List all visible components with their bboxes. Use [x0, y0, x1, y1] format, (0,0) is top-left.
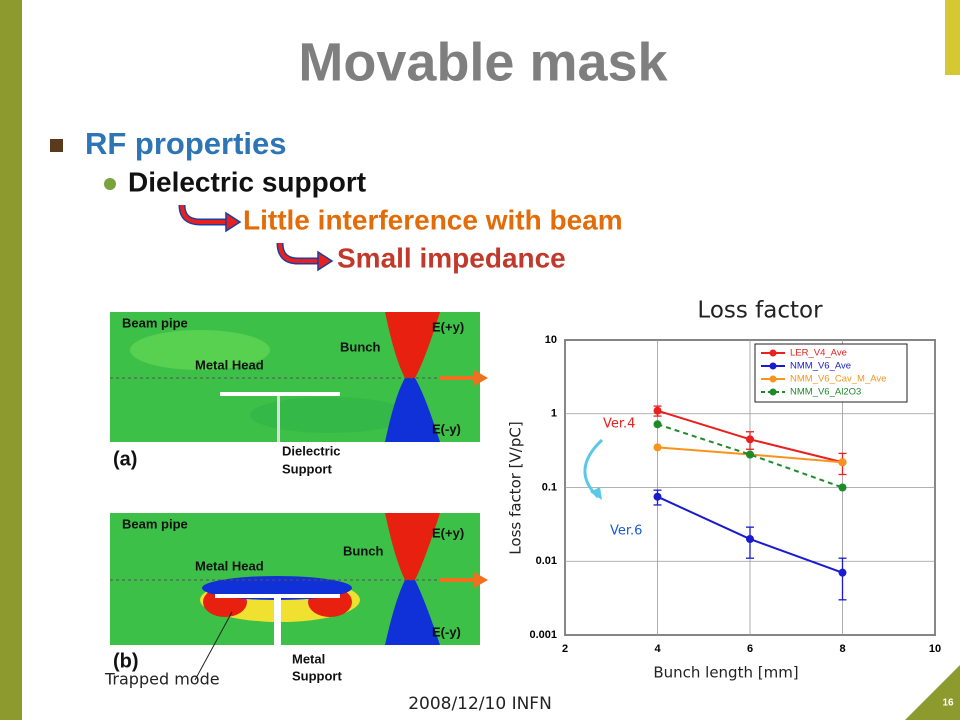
label: E(+y) [432, 525, 464, 540]
annotation-arrow-head [590, 487, 602, 500]
label: E(-y) [432, 624, 461, 639]
data-point [746, 450, 754, 459]
chart-title: Loss factor [697, 298, 823, 324]
data-point [746, 535, 754, 544]
label: Bunch [340, 339, 381, 354]
plot: 2 4 6 8 10 10 1 0.1 0.01 0.001 LER_V4_Ave NMM_V6_Av… [529, 334, 941, 655]
arrow-head [317, 250, 334, 272]
data-point [653, 443, 662, 452]
field-lobe [385, 312, 440, 378]
support [274, 598, 281, 645]
annotation: Ver.4 [603, 417, 635, 432]
legend-marker [769, 388, 777, 396]
slide-title: Movable mask [298, 32, 668, 92]
x-axis-label: Bunch length [mm] [653, 664, 798, 682]
pointer [194, 611, 233, 681]
x-tick-label: 10 [929, 643, 941, 655]
arrow [180, 204, 228, 224]
arrow-head [474, 370, 488, 386]
label: Support [292, 668, 342, 683]
legend-label: LER_V4_Ave [790, 348, 847, 359]
page-number: 16 [942, 698, 954, 709]
y-tick-label: 0.001 [529, 629, 557, 641]
y-tick-label: 1 [551, 408, 557, 420]
x-tick-label: 8 [839, 643, 845, 655]
support [277, 396, 280, 442]
label: Metal Head [195, 357, 264, 372]
arrow-head [474, 572, 488, 588]
panel-tag: (a) [113, 448, 137, 470]
bullet-text: RF properties [85, 126, 287, 161]
y-tick-label: 0.01 [536, 555, 557, 567]
label: Beam pipe [122, 315, 188, 330]
x-tick-label: 2 [562, 643, 568, 655]
left-band [0, 0, 22, 720]
label: Bunch [343, 543, 384, 558]
simulation-a: Beam pipe E(+y) Bunch Metal Head E(-y) D… [110, 312, 488, 476]
legend-label: NMM_V6_Al2O3 [790, 387, 861, 398]
data-point [746, 435, 754, 444]
data-point [838, 458, 847, 467]
label: Metal [292, 651, 325, 666]
legend-label: NMM_V6_Cav_M_Ave [790, 374, 886, 385]
data-point [838, 568, 847, 577]
legend-marker [769, 375, 777, 383]
series-line [657, 423, 843, 489]
corner-band [945, 0, 960, 75]
field-lobe [385, 513, 440, 580]
label: E(-y) [432, 421, 461, 436]
label: Dielectric [282, 443, 341, 458]
label: Support [282, 461, 332, 476]
label: E(+y) [432, 319, 464, 334]
data-point [653, 406, 662, 415]
field-region [130, 330, 270, 370]
data-point [653, 420, 662, 429]
field-region [250, 397, 410, 433]
legend-label: NMM_V6_Ave [790, 361, 851, 372]
label: Metal Head [195, 558, 264, 573]
bullet-square [50, 139, 63, 152]
annotation: Ver.6 [610, 524, 642, 539]
footer: 2008/12/10 INFN [408, 694, 552, 714]
legend-marker [769, 349, 777, 357]
arrow-head [225, 211, 242, 233]
y-axis-label: Loss factor [V/pC] [507, 421, 525, 554]
field-lobe [385, 378, 440, 442]
data-point [653, 492, 662, 501]
arrow [278, 242, 320, 263]
arrow-text: Little interference with beam [243, 204, 623, 235]
x-tick-label: 6 [747, 643, 753, 655]
bullet-dot [104, 178, 116, 190]
simulation-b: Beam pipe E(+y) Bunch Metal Head E(-y) M… [104, 513, 488, 689]
field-lobe [385, 580, 440, 645]
y-tick-label: 0.1 [542, 481, 557, 493]
corner-triangle [905, 665, 960, 720]
label: Trapped mode [104, 670, 220, 689]
data-point [838, 483, 847, 492]
label: Beam pipe [122, 516, 188, 531]
metal-head [220, 392, 340, 396]
arrow-text: Small impedance [337, 242, 566, 273]
legend-marker [769, 362, 777, 370]
metal-head [215, 594, 340, 598]
bullet-text: Dielectric support [128, 166, 366, 197]
y-tick-label: 10 [545, 334, 557, 346]
x-tick-label: 4 [654, 643, 661, 655]
panel-tag: (b) [113, 650, 139, 672]
